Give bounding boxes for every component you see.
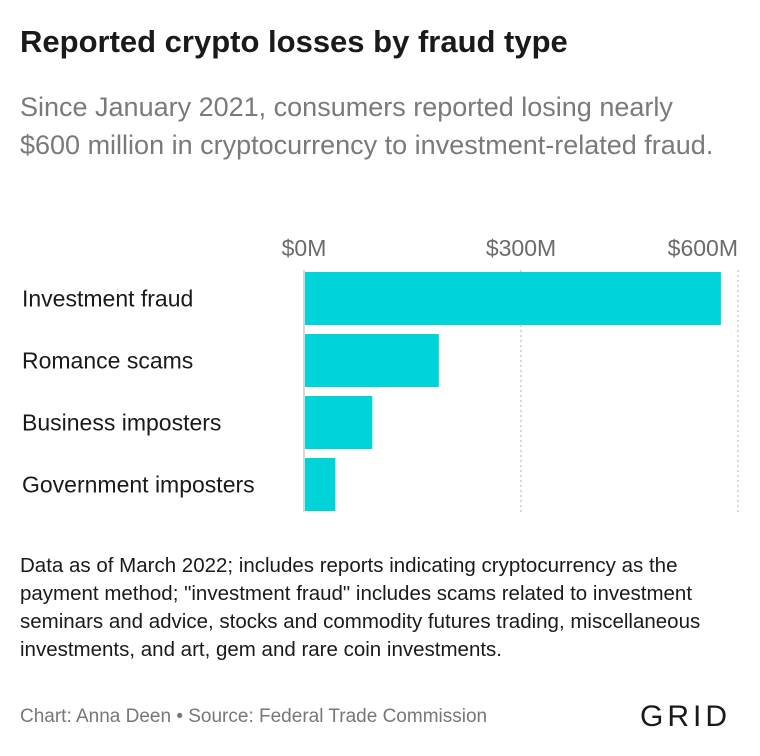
chart-note: Data as of March 2022; includes reports … — [20, 554, 701, 661]
bar-business-imposters — [305, 396, 373, 449]
bar-investment-fraud — [305, 272, 721, 325]
bar-chart: $0M $300M $600M Investment fraud Romance sca… — [22, 235, 739, 512]
bar-government-imposters — [305, 458, 336, 511]
chart-title: Reported crypto losses by fraud type — [20, 24, 568, 59]
category-label-business-imposters: Business imposters — [22, 410, 221, 436]
chart-source: Chart: Anna Deen • Source: Federal Trade… — [20, 706, 488, 727]
tick-label-1: $300M — [486, 235, 556, 261]
bar-romance-scams — [305, 334, 439, 387]
category-label-investment-fraud: Investment fraud — [22, 286, 193, 312]
tick-label-0: $0M — [282, 235, 327, 261]
category-label-romance-scams: Romance scams — [22, 348, 193, 374]
chart-subtitle: Since January 2021, consumers reported l… — [20, 92, 714, 160]
tick-label-2: $600M — [668, 235, 738, 261]
grid-logo: GRID — [640, 700, 731, 733]
category-label-government-imposters: Government imposters — [22, 472, 255, 498]
